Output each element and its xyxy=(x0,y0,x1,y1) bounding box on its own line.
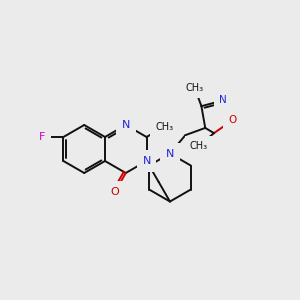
Text: N: N xyxy=(142,156,151,166)
Text: CH₃: CH₃ xyxy=(155,122,173,132)
Text: F: F xyxy=(39,132,46,142)
Text: N: N xyxy=(219,95,226,106)
Text: CH₃: CH₃ xyxy=(186,83,204,93)
Text: N: N xyxy=(166,148,174,158)
Text: N: N xyxy=(122,120,130,130)
Text: CH₃: CH₃ xyxy=(190,141,208,151)
Text: O: O xyxy=(111,187,119,197)
Text: O: O xyxy=(228,116,236,125)
